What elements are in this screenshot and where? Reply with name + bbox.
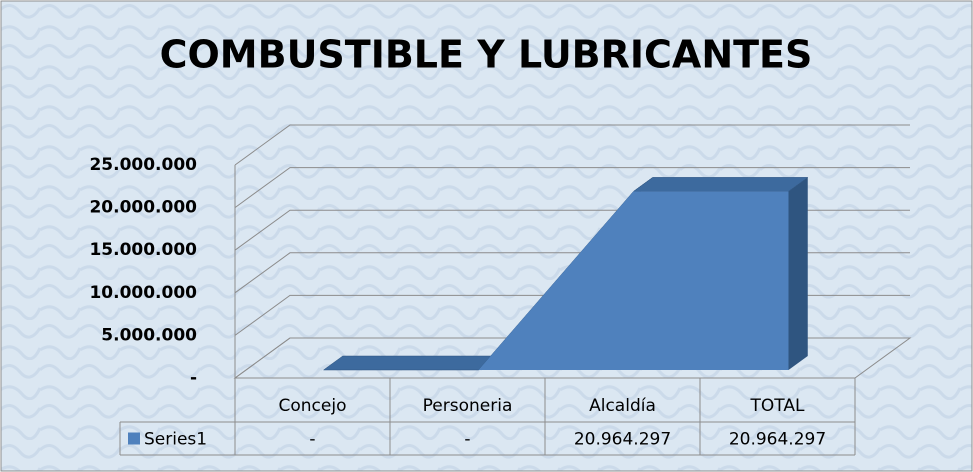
y-tick-label: 20.000.000: [89, 198, 197, 218]
x-tick-label: Alcaldía: [589, 396, 656, 416]
y-tick-label: 5.000.000: [101, 325, 197, 345]
grid-line: [234, 124, 910, 166]
table-value: -: [309, 430, 315, 450]
x-tick-label: Personeria: [423, 396, 513, 416]
table-value: 20.964.297: [729, 430, 826, 450]
y-tick-label: -: [190, 368, 197, 388]
area-top: [632, 177, 809, 192]
y-tick-label: 15.000.000: [89, 240, 197, 260]
y-tick-label: 10.000.000: [89, 283, 197, 303]
x-tick-label: Concejo: [279, 396, 347, 416]
area-top: [322, 355, 499, 371]
legend-key: [128, 432, 140, 445]
y-tick-label: 25.000.000: [89, 155, 197, 175]
table-value: 20.964.297: [574, 430, 671, 450]
x-tick-label: TOTAL: [750, 396, 805, 416]
area-side: [788, 177, 808, 370]
area: [323, 191, 789, 370]
table-value: -: [464, 430, 470, 450]
legend-label: Series1: [144, 430, 207, 450]
grid-line: [234, 167, 910, 209]
chart-title: COMBUSTIBLE Y LUBRICANTES: [160, 33, 813, 77]
